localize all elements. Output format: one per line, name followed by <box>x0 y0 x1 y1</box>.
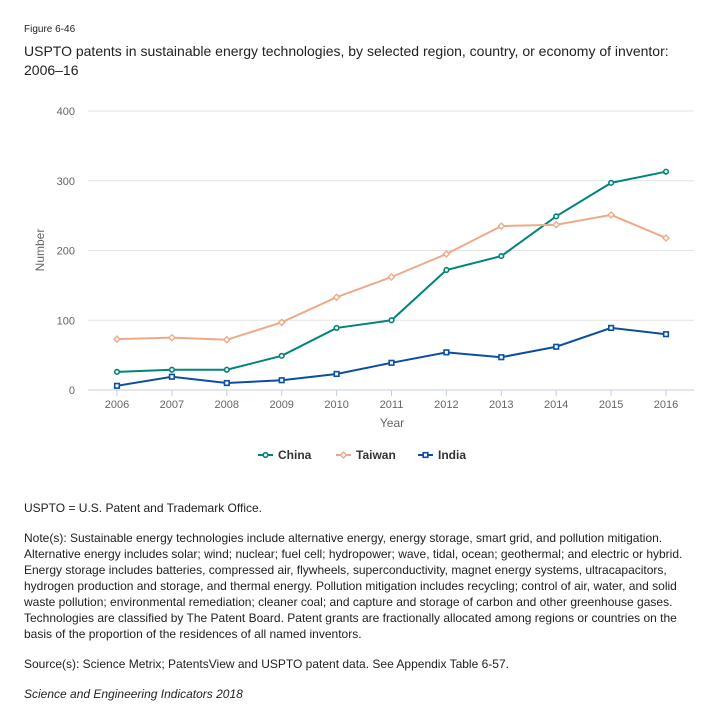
data-point <box>222 335 231 344</box>
note-text: Note(s): Sustainable energy technologies… <box>24 531 683 641</box>
data-point <box>607 324 615 332</box>
x-tick-label: 2012 <box>434 399 458 411</box>
source-text: Source(s): Science Metrix; PatentsView a… <box>24 657 509 671</box>
y-tick-label: 300 <box>57 176 75 188</box>
data-point <box>223 366 230 373</box>
data-point <box>277 318 286 327</box>
y-tick-label: 400 <box>57 106 75 118</box>
data-point <box>442 249 451 258</box>
data-point <box>332 293 341 302</box>
legend-label-china: China <box>278 448 312 462</box>
data-point <box>339 451 348 459</box>
x-tick-label: 2006 <box>105 399 129 411</box>
x-tick-label: 2008 <box>215 399 239 411</box>
data-point <box>168 366 175 373</box>
data-point <box>113 335 121 344</box>
data-point <box>553 213 560 220</box>
notes: USPTO = U.S. Patent and Trademark Office… <box>24 500 704 716</box>
x-tick-label: 2009 <box>269 399 293 411</box>
x-tick-label: 2014 <box>544 399 568 411</box>
y-tick-label: 0 <box>69 385 75 397</box>
series-line-china <box>116 170 667 373</box>
data-point <box>333 370 340 378</box>
data-point <box>422 451 429 459</box>
x-tick-label: 2015 <box>599 399 623 411</box>
data-point <box>607 210 616 219</box>
abbreviation-note: USPTO = U.S. Patent and Trademark Office… <box>24 501 262 515</box>
data-point <box>278 352 285 359</box>
x-tick-label: 2011 <box>380 399 404 411</box>
x-tick-label: 2016 <box>654 399 678 411</box>
chart-title: USPTO patents in sustainable energy tech… <box>24 43 669 78</box>
data-point <box>443 266 450 274</box>
y-tick-label: 200 <box>57 246 75 258</box>
data-point <box>387 273 396 281</box>
data-point <box>262 451 269 459</box>
data-point <box>168 373 176 380</box>
data-point <box>443 349 450 356</box>
data-point <box>607 179 615 186</box>
x-tick-label: 2010 <box>324 399 348 411</box>
data-point <box>662 168 670 175</box>
series-line-india <box>116 326 667 387</box>
data-point <box>498 354 505 361</box>
x-axis-title: Year <box>380 416 404 430</box>
y-tick-label: 100 <box>57 315 75 327</box>
data-point <box>113 382 121 389</box>
data-point <box>278 377 285 384</box>
legend-label-india: India <box>438 448 466 462</box>
data-point <box>388 317 395 324</box>
data-point <box>333 324 340 332</box>
figure-label: Figure 6-46 <box>24 24 76 35</box>
data-point <box>167 333 176 342</box>
data-point <box>662 331 670 338</box>
legend-label-taiwan: Taiwan <box>356 448 396 462</box>
citation: Science and Engineering Indicators 2018 <box>24 687 243 701</box>
line-chart: 0 100 200 300 400 2006 2007 2008 2009 2010 2011 201… <box>33 106 694 462</box>
data-point <box>113 368 121 375</box>
data-point <box>552 220 561 229</box>
data-point <box>223 379 230 387</box>
y-axis-title: Number <box>33 229 47 272</box>
data-point <box>553 343 560 350</box>
data-point <box>388 359 395 366</box>
x-tick-label: 2013 <box>489 399 513 411</box>
data-point <box>498 252 505 260</box>
data-point <box>662 233 670 242</box>
data-point <box>497 222 506 231</box>
x-tick-label: 2007 <box>160 399 184 411</box>
